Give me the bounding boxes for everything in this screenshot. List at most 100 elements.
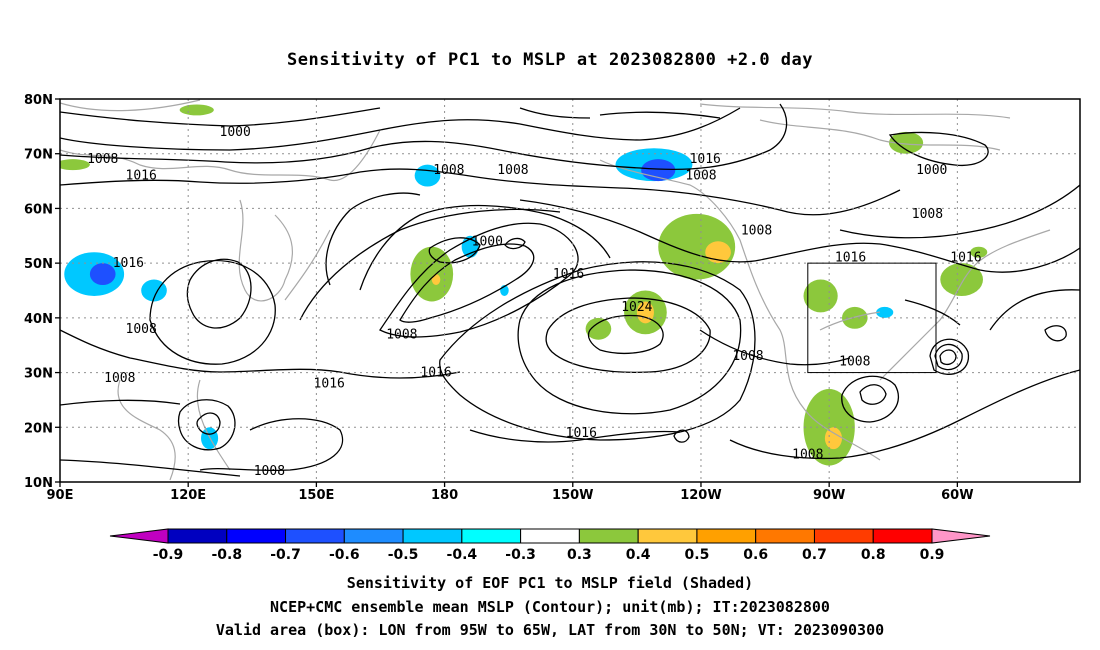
contour-line [60, 459, 241, 477]
colorbar-label: -0.9 [153, 547, 184, 563]
contour-line [359, 204, 611, 291]
coastline-asia [60, 99, 381, 481]
sensitivity-patch [940, 263, 983, 296]
contour-line [60, 329, 461, 379]
contour-line [841, 375, 900, 423]
contour-line [325, 192, 421, 286]
colorbar-arrow-low [109, 528, 169, 544]
coastline-alaska [599, 159, 881, 461]
contour-line [545, 297, 711, 373]
colorbar-segment [285, 528, 345, 544]
sensitivity-patch [585, 317, 612, 340]
colorbar-segment [696, 528, 757, 544]
contour-label: 1016 [420, 366, 451, 381]
caption-contour: NCEP+CMC ensemble mean MSLP (Contour); u… [270, 598, 830, 616]
contour-label: 1008 [254, 464, 285, 479]
sensitivity-patch [201, 427, 219, 450]
contour-line [399, 243, 535, 323]
sensitivity-shading [60, 104, 988, 466]
contour-label: 1008 [839, 355, 870, 370]
contour-line [439, 261, 756, 441]
lat-label: 30N [24, 367, 53, 382]
colorbar-segment [578, 528, 639, 544]
sensitivity-patch [60, 159, 90, 171]
colorbar: -0.9 -0.8 -0.7 -0.6 -0.5 -0.4 -0.3 0.3 0.4 0.5 0.6… [109, 528, 991, 563]
contour-label: 1008 [87, 152, 118, 167]
contour-line [1044, 325, 1067, 342]
colorbar-label: 0.9 [920, 547, 945, 563]
contour-line [60, 103, 788, 171]
contour-labels: 1000 1008 1016 1008 1008 1016 1008 1000 1008 1016… [87, 125, 981, 479]
contour-line [859, 384, 887, 405]
coastlines [60, 99, 1051, 481]
contour-line [299, 208, 561, 321]
lon-label: 120W [680, 488, 721, 503]
sensitivity-patch [89, 263, 116, 286]
contour-label: 1000 [472, 234, 503, 249]
contour-label: 1008 [685, 169, 716, 184]
contour-label: 1016 [126, 169, 157, 184]
caption-valid-area: Valid area (box): LON from 95W to 65W, L… [215, 621, 885, 639]
colorbar-arrow-high [931, 528, 991, 544]
contour-line [504, 237, 526, 250]
contour-label: 1008 [912, 207, 943, 222]
contour-line [517, 269, 742, 415]
valid-area-rect [807, 262, 937, 374]
contour-line [904, 299, 961, 326]
mslp-contours [60, 103, 1080, 477]
lon-label: 120E [170, 488, 206, 503]
contour-line [379, 222, 579, 338]
colorbar-label: -0.3 [505, 547, 536, 563]
colorbar-segment [755, 528, 815, 544]
colorbar-segment [402, 528, 463, 544]
caption-shading: Sensitivity of EOF PC1 to MSLP field (Sh… [346, 574, 754, 592]
contour-line [60, 399, 181, 406]
sensitivity-patch [824, 427, 842, 450]
contour-label: 1008 [741, 223, 772, 238]
contour-label: 1016 [553, 267, 584, 282]
contour-line [199, 418, 344, 472]
contour-label: 1024 [621, 300, 652, 315]
sensitivity-patch [876, 306, 894, 318]
lon-label: 180 [431, 488, 458, 503]
colorbar-segment [226, 528, 287, 544]
contour-label: 1008 [792, 448, 823, 463]
contour-line [177, 399, 236, 451]
contour-label: 1008 [126, 322, 157, 337]
colorbar-label: -0.5 [388, 547, 419, 563]
contour-label: 1008 [386, 327, 417, 342]
colorbar-segment [813, 528, 874, 544]
lon-label: 150E [298, 488, 334, 503]
contour-line [196, 412, 221, 435]
colorbar-label: 0.5 [685, 547, 710, 563]
contour-label: 1000 [916, 163, 947, 178]
lat-label: 20N [24, 421, 53, 436]
lat-label: 80N [24, 93, 53, 108]
contour-label: 1008 [433, 163, 464, 178]
contour-line [934, 343, 963, 371]
lon-label: 90E [47, 488, 74, 503]
contour-label: 1016 [690, 152, 721, 167]
colorbar-label: 0.8 [861, 547, 886, 563]
colorbar-label: 0.4 [626, 547, 651, 563]
contour-label: 1016 [835, 251, 866, 266]
lon-label: 90W [813, 488, 845, 503]
sensitivity-patch [179, 104, 214, 116]
contour-line [888, 131, 989, 167]
contour-line [673, 429, 690, 443]
contour-label: 1016 [566, 426, 597, 441]
contour-line [519, 199, 1080, 273]
colorbar-segment [637, 528, 698, 544]
lat-label: 50N [24, 257, 53, 272]
sensitivity-patch [970, 246, 988, 258]
sensitivity-patch [410, 246, 454, 302]
lat-label: 40N [24, 312, 53, 327]
contour-label: 1008 [104, 371, 135, 386]
lon-label: 150W [552, 488, 593, 503]
coastline-arctic [699, 103, 1011, 119]
contour-line [587, 314, 664, 354]
lat-label: 70N [24, 148, 53, 163]
colorbar-segment [343, 528, 404, 544]
contour-line [469, 429, 681, 443]
